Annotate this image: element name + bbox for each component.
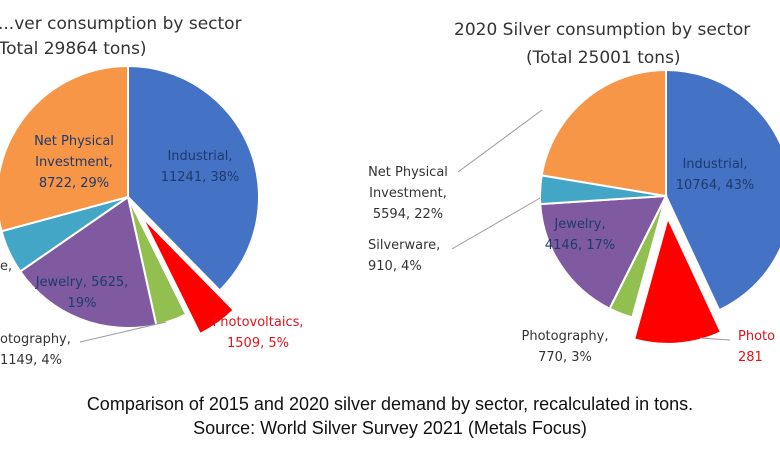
pie-2015-label-silverware: e, xyxy=(0,259,12,274)
pie-2015-label-jewelry-line: 19% xyxy=(68,296,97,311)
pie-2020-leader-net-physical-investment xyxy=(457,109,543,173)
pie-2020-label-industrial: Industrial, 10764, 43% xyxy=(676,157,755,193)
pie-2020-label-net-physical-investment-line: 5594, 22% xyxy=(373,207,443,222)
pie-2020-label-jewelry-line: 4146, 17% xyxy=(545,238,615,253)
pie-2020-title: 2020 Silver consumption by sector xyxy=(454,20,750,40)
pie-2020-label-net-physical-investment: Net Physical Investment, 5594, 22% xyxy=(368,165,448,222)
pie-2020-label-silverware-line: Silverware, xyxy=(368,238,440,253)
pie-2015-label-industrial-line: 11241, 38% xyxy=(161,170,240,185)
pie-2020-label-photovoltaics: Photo 281 xyxy=(738,329,775,365)
pie-2015-label-silverware-line: e, xyxy=(0,259,12,274)
figure-caption: Comparison of 2015 and 2020 silver deman… xyxy=(0,392,780,440)
pie-2015-label-jewelry: Jewelry, 5625, 19% xyxy=(35,275,129,311)
pie-2015-label-net-physical-investment: Net Physical Investment, 8722, 29% xyxy=(34,134,114,191)
pie-2015-label-net-physical-investment-line: Investment, xyxy=(35,155,113,170)
pie-2020-slice-net-physical-investment xyxy=(540,68,667,198)
pie-2020-label-photography: Photography, 770, 3% xyxy=(522,329,609,365)
pie-2015-label-photovoltaics-line: 1509, 5% xyxy=(227,336,289,351)
pie-2015-leader-photography xyxy=(79,321,167,343)
pie-2020-label-photovoltaics-line: 281 xyxy=(738,350,763,365)
pie-2015-label-photography-line: 1149, 4% xyxy=(0,353,62,368)
pie-2020-label-photography-line: Photography, xyxy=(522,329,609,344)
pie-2015-subtitle: (Total 29864 tons) xyxy=(0,39,147,59)
pie-2020-leader-photovoltaics xyxy=(699,337,731,341)
pie-2020-label-jewelry-line: Jewelry, xyxy=(553,217,605,232)
pie-2020-label-net-physical-investment-line: Net Physical xyxy=(368,165,448,180)
pie-2020-slice-photovoltaics xyxy=(632,215,723,345)
pie-2020-slice-industrial xyxy=(665,68,780,312)
pie-2020-label-net-physical-investment-line: Investment, xyxy=(369,186,447,201)
pie-2015-label-photography: otography, 1149, 4% xyxy=(0,332,71,368)
pie-chart-2020: 2020 Silver consumption by sector (Total… xyxy=(368,20,780,365)
pie-2020-label-silverware-line: 910, 4% xyxy=(368,259,422,274)
pie-2015-label-industrial: Industrial, 11241, 38% xyxy=(161,149,240,185)
pie-2015-label-jewelry-line: Jewelry, 5625, xyxy=(35,275,129,290)
pie-2020-leader-silverware xyxy=(451,197,541,250)
pie-2015-slice-industrial xyxy=(127,64,260,292)
pie-2015-label-industrial-line: Industrial, xyxy=(167,149,232,164)
pie-2020-label-photography-line: 770, 3% xyxy=(538,350,592,365)
pie-2015-label-photovoltaics: Photovoltaics, 1509, 5% xyxy=(212,315,303,351)
pie-2020-label-silverware: Silverware, 910, 4% xyxy=(368,238,440,274)
pie-2015-label-photovoltaics-line: Photovoltaics, xyxy=(212,315,303,330)
pie-2020-label-jewelry: Jewelry, 4146, 17% xyxy=(545,217,615,253)
pie-2020-slice-jewelry xyxy=(539,194,668,310)
pie-2015-label-net-physical-investment-line: 8722, 29% xyxy=(39,176,109,191)
pie-2015-slice-net-physical-investment xyxy=(0,64,129,233)
pie-2020-label-industrial-line: Industrial, xyxy=(682,157,747,172)
pie-2020-subtitle: (Total 25001 tons) xyxy=(526,48,681,68)
pie-2020-label-photovoltaics-line: Photo xyxy=(738,329,775,344)
pie-2015-label-net-physical-investment-line: Net Physical xyxy=(34,134,114,149)
pie-2015-label-photography-line: otography, xyxy=(0,332,71,347)
pie-2020-label-industrial-line: 10764, 43% xyxy=(676,178,755,193)
pie-2015-title: ...ver consumption by sector xyxy=(0,14,242,34)
pie-2015-slice-photovoltaics xyxy=(141,215,236,336)
caption-line-2: Source: World Silver Survey 2021 (Metals… xyxy=(193,418,587,438)
caption-line-1: Comparison of 2015 and 2020 silver deman… xyxy=(86,394,694,414)
pie-chart-2015: ...ver consumption by sector (Total 2986… xyxy=(0,14,304,368)
